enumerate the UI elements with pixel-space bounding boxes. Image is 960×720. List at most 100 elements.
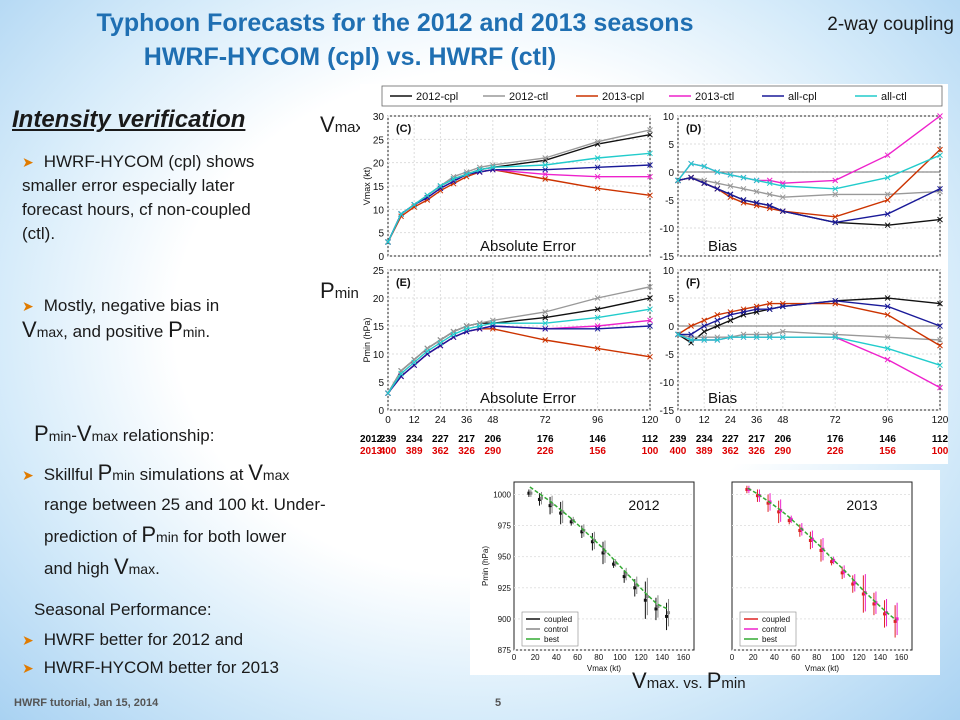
data-point-2013-ctl	[647, 317, 653, 324]
y-tick-label: 15	[373, 182, 385, 193]
scatter-legend-label: coupled	[762, 615, 790, 624]
y-tick-label: -5	[665, 196, 674, 207]
data-point-all-ctl	[437, 339, 444, 346]
data-point-2012-ctl	[594, 295, 601, 301]
data-point-all-ctl	[647, 306, 653, 313]
data-point-all-ctl	[675, 331, 681, 338]
table-cell: 389	[406, 446, 423, 457]
y-tick-label: 0	[378, 252, 384, 263]
scatter-point-coupled	[787, 519, 791, 523]
table-cell: 400	[380, 446, 397, 457]
scatter-point-coupled	[612, 562, 616, 566]
scatter-title: 2012	[628, 497, 659, 513]
data-point-2013-cpl	[937, 342, 943, 349]
scatter-point-control	[874, 601, 878, 605]
table-cell: 100	[932, 446, 948, 457]
data-point-all-cpl	[937, 323, 943, 329]
data-point-all-ctl	[727, 334, 734, 341]
legend-label-all-ctl: all-ctl	[881, 91, 907, 103]
y-tick-label: 20	[373, 159, 385, 170]
panel-frame	[387, 269, 651, 411]
x-tick-label: 100	[831, 653, 845, 662]
data-point-all-ctl	[714, 169, 721, 175]
scatter-point-coupled	[654, 607, 658, 611]
data-point-all-cpl	[740, 197, 747, 203]
data-point-2013-cpl	[647, 353, 653, 360]
x-tick-label: 0	[512, 653, 517, 662]
y-tick-label: 5	[378, 229, 384, 240]
scatter-panel-0: 2012 875 900 925 950 975 1000 0 20 40 60 80 100 120 14…	[481, 481, 695, 673]
data-point-2012-cpl	[937, 300, 943, 307]
data-point-all-ctl	[411, 359, 418, 366]
data-point-all-ctl	[647, 150, 653, 157]
data-point-all-ctl	[884, 345, 891, 352]
scatter-point-control	[645, 594, 649, 598]
data-point-2012-cpl	[884, 222, 891, 229]
scatter-point-coupled	[861, 592, 865, 596]
verification-plots: 2012-cpl 2012-ctl 2013-cpl 2013-ctl all-cpl a…	[360, 84, 949, 464]
data-point-all-ctl	[437, 183, 444, 189]
x-tick-label: 140	[874, 653, 888, 662]
y-tick-label: 900	[498, 615, 512, 624]
data-point-2013-cpl	[647, 192, 653, 199]
data-point-all-ctl	[424, 192, 431, 199]
data-point-all-cpl	[727, 191, 734, 198]
data-point-2012-ctl	[727, 183, 734, 189]
scatter-legend-label: best	[762, 635, 778, 644]
y-tick-label: -10	[660, 378, 675, 389]
x-axis-label: Vmax (kt)	[805, 664, 840, 673]
data-point-2012-ctl	[884, 191, 891, 198]
table-cell: 217	[458, 434, 475, 445]
table-cell: 100	[642, 446, 659, 457]
scatter-point-coupled	[580, 530, 584, 534]
table-cell: 362	[432, 446, 449, 457]
data-point-2012-cpl	[647, 131, 653, 138]
x-axis-label: Vmax (kt)	[587, 664, 622, 673]
scatter-point-control	[789, 517, 793, 521]
x-tick-label: 60	[573, 653, 582, 662]
bullet-3: ➤ Skillful Pmin simulations at Vmax range…	[22, 460, 326, 579]
y-tick-label: 5	[668, 294, 674, 305]
scatter-point-control	[832, 558, 836, 562]
scatter-point-coupled	[559, 511, 563, 515]
table-cell: 234	[406, 434, 423, 445]
data-point-all-cpl	[688, 174, 694, 181]
x-tick-label: 0	[730, 653, 735, 662]
arrow-bullet-icon: ➤	[22, 467, 34, 483]
scatter-point-control	[667, 611, 671, 615]
data-point-2012-ctl	[594, 138, 601, 145]
table-cell: 227	[722, 434, 739, 445]
scatter-point-control	[550, 502, 554, 506]
x-tick-label: 0	[675, 415, 681, 426]
abs-error-caption-1: Absolute Error	[480, 238, 576, 255]
scatter-point-control	[842, 570, 846, 574]
y-tick-label: 950	[498, 553, 512, 562]
data-point-all-ctl	[832, 185, 839, 192]
data-point-2013-cpl	[884, 197, 891, 203]
x-tick-label: 24	[435, 415, 447, 426]
scatter-point-control	[592, 538, 596, 542]
data-point-all-cpl	[937, 185, 943, 192]
table-cell: 176	[827, 434, 844, 445]
panel-tag: (F)	[686, 277, 700, 289]
legend-label-2013-ctl: 2013-ctl	[695, 91, 734, 103]
data-point-all-ctl	[701, 337, 708, 343]
vmax-row-label: Vmax	[320, 112, 364, 137]
scatter-legend-label: control	[544, 625, 568, 634]
data-point-all-cpl	[542, 166, 549, 173]
x-tick-label: 72	[830, 415, 842, 426]
y-tick-label: 20	[373, 294, 385, 305]
footer-text: HWRF tutorial, Jan 15, 2014	[14, 697, 159, 709]
data-point-all-cpl	[594, 325, 601, 332]
data-point-2012-ctl	[884, 334, 891, 341]
scatter-point-coupled	[777, 510, 781, 514]
data-point-2013-ctl	[884, 152, 891, 159]
data-point-2012-ctl	[542, 155, 549, 161]
table-cell: 206	[774, 434, 791, 445]
data-point-all-cpl	[832, 219, 839, 226]
panel-tag: (E)	[396, 277, 411, 289]
x-tick-label: 20	[749, 653, 758, 662]
x-tick-label: 80	[594, 653, 603, 662]
data-point-2012-cpl	[714, 323, 721, 329]
data-point-all-ctl	[766, 334, 773, 341]
